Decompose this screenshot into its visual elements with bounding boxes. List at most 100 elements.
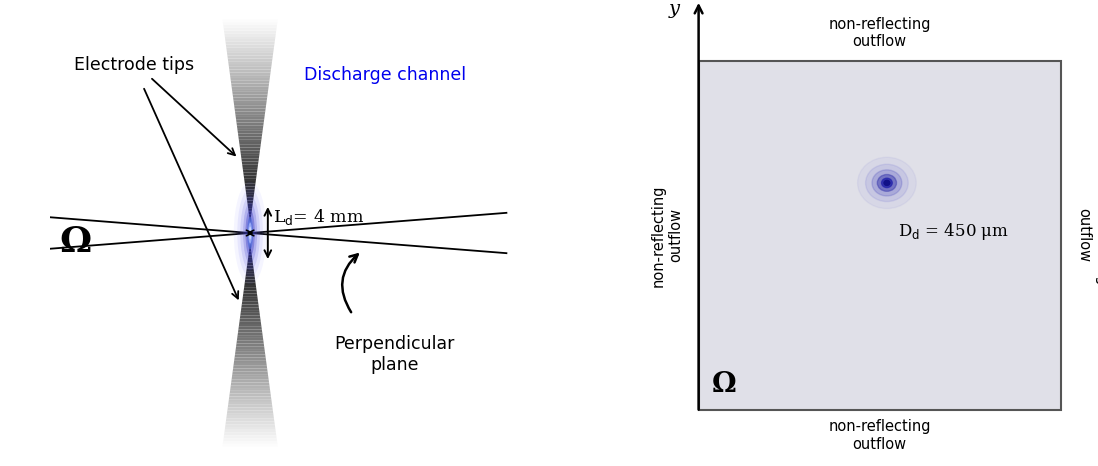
Polygon shape: [239, 142, 261, 145]
Polygon shape: [246, 195, 254, 198]
Polygon shape: [222, 14, 279, 17]
Polygon shape: [237, 335, 264, 338]
Polygon shape: [221, 455, 279, 458]
Polygon shape: [237, 332, 262, 335]
Polygon shape: [225, 39, 276, 42]
Polygon shape: [220, 0, 280, 3]
Text: Discharge channel: Discharge channel: [304, 66, 467, 83]
Polygon shape: [231, 78, 270, 81]
Polygon shape: [247, 260, 253, 263]
Polygon shape: [236, 120, 265, 123]
Polygon shape: [243, 164, 258, 167]
Polygon shape: [225, 36, 276, 39]
Polygon shape: [233, 371, 268, 374]
Polygon shape: [224, 31, 277, 34]
Polygon shape: [244, 291, 257, 294]
Polygon shape: [249, 249, 251, 252]
Polygon shape: [237, 125, 264, 128]
Polygon shape: [231, 383, 269, 385]
Polygon shape: [236, 123, 264, 125]
Polygon shape: [227, 410, 273, 413]
Polygon shape: [242, 304, 259, 307]
Text: D$_\mathrm{d}$ = 450 μm: D$_\mathrm{d}$ = 450 μm: [897, 221, 1009, 242]
Circle shape: [884, 180, 889, 185]
Text: non-reflecting
outflow: non-reflecting outflow: [828, 419, 931, 452]
Polygon shape: [227, 58, 272, 61]
Polygon shape: [249, 246, 250, 249]
Polygon shape: [227, 53, 273, 56]
Polygon shape: [228, 399, 271, 402]
Polygon shape: [226, 45, 274, 48]
Polygon shape: [235, 352, 266, 355]
Polygon shape: [231, 81, 269, 83]
Polygon shape: [238, 324, 261, 327]
Polygon shape: [246, 274, 255, 277]
Polygon shape: [221, 3, 280, 6]
Polygon shape: [227, 56, 272, 58]
Polygon shape: [246, 271, 255, 274]
Circle shape: [872, 170, 901, 196]
Polygon shape: [228, 61, 272, 64]
Polygon shape: [223, 20, 278, 22]
Polygon shape: [239, 321, 261, 324]
Polygon shape: [245, 280, 256, 282]
Polygon shape: [223, 25, 277, 28]
Polygon shape: [222, 446, 278, 449]
Polygon shape: [236, 346, 265, 349]
Polygon shape: [244, 175, 257, 178]
Polygon shape: [238, 329, 262, 332]
Polygon shape: [246, 189, 255, 192]
Polygon shape: [247, 266, 254, 268]
Circle shape: [877, 174, 896, 191]
Polygon shape: [226, 416, 274, 418]
Polygon shape: [243, 167, 258, 170]
Polygon shape: [226, 50, 273, 53]
Polygon shape: [238, 137, 261, 139]
Polygon shape: [246, 268, 254, 271]
Polygon shape: [232, 86, 269, 89]
Polygon shape: [232, 377, 269, 380]
Polygon shape: [224, 28, 277, 31]
Polygon shape: [243, 294, 257, 296]
Polygon shape: [244, 178, 256, 181]
Polygon shape: [233, 92, 268, 95]
Polygon shape: [227, 405, 272, 408]
Polygon shape: [242, 302, 258, 304]
Text: Electrode tips: Electrode tips: [74, 56, 193, 74]
Polygon shape: [225, 424, 276, 427]
Ellipse shape: [234, 182, 267, 284]
Polygon shape: [224, 432, 277, 435]
Polygon shape: [221, 8, 279, 11]
Polygon shape: [233, 95, 268, 97]
Polygon shape: [233, 97, 267, 100]
Ellipse shape: [248, 222, 251, 243]
Text: Perpendicular
plane: Perpendicular plane: [335, 335, 455, 374]
Polygon shape: [249, 214, 251, 217]
Polygon shape: [220, 463, 280, 466]
Polygon shape: [242, 159, 259, 162]
Text: y: y: [669, 0, 680, 18]
Ellipse shape: [246, 210, 255, 256]
Polygon shape: [235, 349, 265, 352]
Polygon shape: [248, 257, 253, 260]
Polygon shape: [222, 11, 279, 14]
Text: Ω: Ω: [59, 226, 91, 259]
Polygon shape: [229, 72, 270, 75]
Polygon shape: [239, 145, 260, 148]
Polygon shape: [244, 288, 257, 291]
Polygon shape: [238, 139, 261, 142]
Polygon shape: [237, 131, 262, 134]
Polygon shape: [229, 391, 270, 394]
Polygon shape: [231, 388, 270, 391]
Polygon shape: [224, 34, 276, 36]
Polygon shape: [248, 254, 253, 257]
Text: non-reflecting
outflow: non-reflecting outflow: [1076, 184, 1098, 287]
Polygon shape: [245, 184, 256, 186]
Polygon shape: [248, 209, 253, 212]
Polygon shape: [238, 134, 262, 137]
Polygon shape: [235, 109, 266, 111]
Polygon shape: [248, 206, 253, 209]
Polygon shape: [224, 430, 276, 432]
Polygon shape: [236, 343, 265, 346]
Polygon shape: [240, 153, 259, 156]
